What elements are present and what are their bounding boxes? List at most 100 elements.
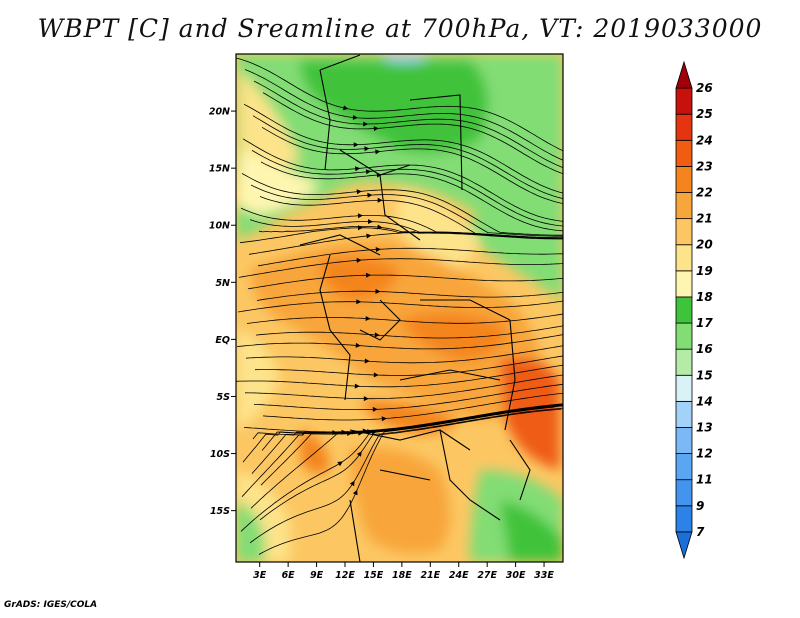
- streamline-arrow: [373, 126, 379, 132]
- streamline-arrow: [375, 288, 381, 294]
- streamline-arrow: [349, 480, 355, 487]
- streamline: [244, 374, 563, 400]
- lon-tick-label: 27E: [477, 570, 497, 581]
- streamline-arrow: [356, 451, 362, 457]
- streamline-arrow: [332, 430, 338, 436]
- country-borders: [299, 54, 531, 562]
- streamline-arrow: [356, 257, 362, 263]
- streamline-arrow: [352, 115, 358, 120]
- colorbar-label: 15: [696, 368, 713, 382]
- streamline: [242, 138, 563, 222]
- streamline-arrow: [373, 372, 379, 378]
- streamline-arrow: [363, 121, 369, 127]
- streamline-arrow: [365, 316, 371, 321]
- streamline-arrow: [341, 429, 347, 435]
- streamline: [256, 290, 563, 301]
- lon-tick-label: 30E: [506, 570, 526, 581]
- colorbar-box: [675, 505, 693, 533]
- streamline: [252, 115, 563, 199]
- lon-tick-label: 24E: [449, 570, 469, 581]
- streamline: [240, 405, 563, 532]
- streamline: [262, 92, 563, 175]
- lon-tick-label: 9E: [310, 570, 324, 581]
- lat-tick-label: 15S: [210, 506, 230, 517]
- colorbar-box: [675, 479, 693, 507]
- streamline: [236, 364, 563, 388]
- colorbar-label: 16: [696, 342, 713, 356]
- colorbar-box: [675, 322, 693, 350]
- lat-tick-label: 10S: [210, 449, 230, 460]
- streamline-arrow: [365, 169, 372, 175]
- colorbar-label: 9: [696, 499, 704, 513]
- streamline-arrow: [357, 213, 363, 219]
- streamline: [257, 247, 563, 267]
- lon-tick-label: 33E: [534, 570, 554, 581]
- streamline-arrow: [364, 358, 370, 364]
- streamline-arrow: [363, 396, 369, 402]
- colorbar-box: [675, 113, 693, 141]
- colorbar-label: 14: [696, 394, 713, 408]
- colorbar-box: [675, 400, 693, 428]
- colorbar-label: 17: [696, 316, 713, 330]
- streamline-arrow: [356, 299, 362, 305]
- streamline: [250, 403, 563, 509]
- streamline-arrow: [343, 105, 349, 111]
- streamline: [260, 161, 563, 232]
- map-frame: [235, 53, 564, 563]
- lat-tick-label: 5S: [217, 392, 231, 403]
- streamline: [247, 274, 563, 290]
- streamline-arrow: [364, 146, 370, 152]
- streamline-arrow: [381, 416, 387, 422]
- streamline-arrow: [374, 332, 380, 338]
- colorbar-label: 20: [696, 238, 713, 252]
- streamline: [236, 57, 563, 152]
- colorbar-box: [675, 453, 693, 481]
- wbpt-field: [236, 54, 563, 562]
- streamline-arrow: [358, 225, 363, 231]
- streamline: [255, 325, 563, 339]
- streamline-arrow: [366, 233, 372, 239]
- longitude-axis: 3E 6E 9E 12E 15E 18E 21E 24E 27E 30E 33E: [253, 562, 554, 581]
- streamlines: [236, 57, 563, 555]
- streamline-arrow: [355, 166, 361, 172]
- colorbar-box: [675, 348, 693, 376]
- streamline: [245, 345, 563, 364]
- colorbar-label: 23: [696, 159, 713, 173]
- colorbar-box: [675, 139, 693, 167]
- streamline: [239, 227, 563, 244]
- lon-tick-label: 15E: [364, 570, 384, 581]
- colorbar-box: [675, 166, 693, 193]
- streamline: [243, 103, 563, 194]
- streamline-arrow: [375, 247, 381, 252]
- streamline: [250, 184, 563, 237]
- lat-tick-label: EQ: [215, 335, 230, 346]
- colorbar-label: 7: [696, 525, 705, 539]
- colorbar-label: 24: [696, 133, 713, 147]
- streamline: [251, 150, 563, 227]
- colorbar-label: 25: [696, 107, 713, 121]
- colorbar-box: [675, 531, 693, 560]
- streamline-arrow: [372, 406, 378, 412]
- streamline: [258, 406, 555, 555]
- map-title: WBPT [C] and Sreamline at 700hPa, VT: 20…: [37, 14, 763, 43]
- streamline: [248, 231, 563, 255]
- streamline-arrow: [356, 189, 362, 195]
- lon-tick-label: 18E: [392, 570, 412, 581]
- lat-tick-label: 10N: [209, 221, 230, 232]
- streamline-arrow: [352, 489, 358, 496]
- streamline: [259, 407, 563, 521]
- colorbar-box: [675, 244, 693, 272]
- streamline: [246, 313, 563, 324]
- colorbar-label: 21: [696, 212, 713, 226]
- lat-tick-label: 20N: [209, 107, 230, 118]
- streamline-arrow: [354, 383, 360, 389]
- lat-tick-label: 5N: [215, 278, 230, 289]
- lon-tick-label: 6E: [282, 570, 296, 581]
- streamline: [238, 258, 563, 278]
- streamline: [262, 392, 563, 421]
- lon-tick-label: 12E: [335, 570, 355, 581]
- streamline-arrow: [367, 192, 373, 198]
- colorbar-box: [675, 296, 693, 324]
- streamline: [261, 126, 563, 204]
- streamline-arrow: [377, 197, 383, 203]
